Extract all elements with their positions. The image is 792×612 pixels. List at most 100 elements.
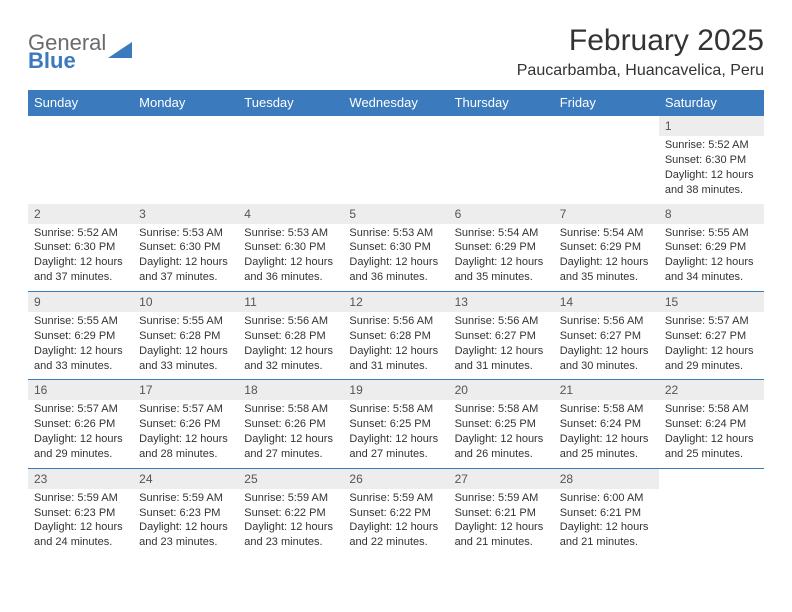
day-cell: 11Sunrise: 5:56 AMSunset: 6:28 PMDayligh…: [238, 292, 343, 380]
week-row: 16Sunrise: 5:57 AMSunset: 6:26 PMDayligh…: [28, 380, 764, 468]
day-number: 8: [659, 204, 764, 224]
sunrise-line: Sunrise: 5:57 AM: [34, 402, 127, 417]
day-cell: 4Sunrise: 5:53 AMSunset: 6:30 PMDaylight…: [238, 204, 343, 292]
title-block: February 2025 Paucarbamba, Huancavelica,…: [517, 24, 764, 80]
day-details: Sunrise: 5:55 AMSunset: 6:29 PMDaylight:…: [659, 224, 764, 291]
daylight-line: Daylight: 12 hours and 23 minutes.: [244, 520, 337, 550]
sunset-line: Sunset: 6:21 PM: [455, 506, 548, 521]
daylight-line: Daylight: 12 hours and 22 minutes.: [349, 520, 442, 550]
week-row: 23Sunrise: 5:59 AMSunset: 6:23 PMDayligh…: [28, 468, 764, 556]
day-cell: 26Sunrise: 5:59 AMSunset: 6:22 PMDayligh…: [343, 468, 448, 556]
sunset-line: Sunset: 6:24 PM: [665, 417, 758, 432]
week-row: 9Sunrise: 5:55 AMSunset: 6:29 PMDaylight…: [28, 292, 764, 380]
day-details: Sunrise: 5:59 AMSunset: 6:23 PMDaylight:…: [28, 489, 133, 556]
header: General Blue February 2025 Paucarbamba, …: [28, 24, 764, 80]
weekday-header: Thursday: [449, 90, 554, 116]
sunrise-line: Sunrise: 5:55 AM: [139, 314, 232, 329]
sunset-line: Sunset: 6:25 PM: [349, 417, 442, 432]
daylight-line: Daylight: 12 hours and 24 minutes.: [34, 520, 127, 550]
sunrise-line: Sunrise: 5:59 AM: [139, 491, 232, 506]
day-number: 22: [659, 380, 764, 400]
day-cell: 2Sunrise: 5:52 AMSunset: 6:30 PMDaylight…: [28, 204, 133, 292]
daylight-line: Daylight: 12 hours and 21 minutes.: [560, 520, 653, 550]
calendar-table: Sunday Monday Tuesday Wednesday Thursday…: [28, 90, 764, 556]
day-cell: 12Sunrise: 5:56 AMSunset: 6:28 PMDayligh…: [343, 292, 448, 380]
daylight-line: Daylight: 12 hours and 21 minutes.: [455, 520, 548, 550]
day-number: 1: [659, 116, 764, 136]
sunset-line: Sunset: 6:22 PM: [349, 506, 442, 521]
sunset-line: Sunset: 6:27 PM: [455, 329, 548, 344]
sunrise-line: Sunrise: 5:56 AM: [244, 314, 337, 329]
sunset-line: Sunset: 6:28 PM: [139, 329, 232, 344]
day-cell: 5Sunrise: 5:53 AMSunset: 6:30 PMDaylight…: [343, 204, 448, 292]
sunrise-line: Sunrise: 5:57 AM: [139, 402, 232, 417]
sunrise-line: Sunrise: 5:56 AM: [560, 314, 653, 329]
logo: General Blue: [28, 24, 134, 72]
sunrise-line: Sunrise: 5:53 AM: [139, 226, 232, 241]
day-cell: [554, 116, 659, 204]
sunrise-line: Sunrise: 5:58 AM: [349, 402, 442, 417]
sunset-line: Sunset: 6:23 PM: [139, 506, 232, 521]
day-details: Sunrise: 5:56 AMSunset: 6:28 PMDaylight:…: [238, 312, 343, 379]
sunset-line: Sunset: 6:29 PM: [665, 240, 758, 255]
day-number: 15: [659, 292, 764, 312]
day-details: Sunrise: 5:57 AMSunset: 6:26 PMDaylight:…: [133, 400, 238, 467]
weekday-header: Sunday: [28, 90, 133, 116]
sunrise-line: Sunrise: 5:53 AM: [244, 226, 337, 241]
day-cell: [238, 116, 343, 204]
sunrise-line: Sunrise: 5:59 AM: [244, 491, 337, 506]
sunrise-line: Sunrise: 5:52 AM: [665, 138, 758, 153]
sunrise-line: Sunrise: 5:58 AM: [665, 402, 758, 417]
daylight-line: Daylight: 12 hours and 25 minutes.: [560, 432, 653, 462]
daylight-line: Daylight: 12 hours and 37 minutes.: [34, 255, 127, 285]
day-number: 26: [343, 469, 448, 489]
logo-text-block: General Blue: [28, 32, 106, 72]
sunrise-line: Sunrise: 6:00 AM: [560, 491, 653, 506]
sunset-line: Sunset: 6:26 PM: [139, 417, 232, 432]
day-cell: [133, 116, 238, 204]
sunset-line: Sunset: 6:22 PM: [244, 506, 337, 521]
day-cell: 25 Sunrise: 5:59 AMSunset: 6:22 PMDayligh…: [238, 468, 343, 556]
daylight-line: Daylight: 12 hours and 37 minutes.: [139, 255, 232, 285]
day-details: Sunrise: 5:59 AMSunset: 6:22 PMDaylight:…: [343, 489, 448, 556]
logo-triangle-icon: [108, 40, 134, 65]
day-details: Sunrise: 5:54 AMSunset: 6:29 PMDaylight:…: [449, 224, 554, 291]
calendar-page: General Blue February 2025 Paucarbamba, …: [0, 0, 792, 580]
sunset-line: Sunset: 6:29 PM: [560, 240, 653, 255]
daylight-line: Daylight: 12 hours and 27 minutes.: [244, 432, 337, 462]
sunset-line: Sunset: 6:23 PM: [34, 506, 127, 521]
weekday-header: Friday: [554, 90, 659, 116]
day-details: Sunrise: 5:56 AMSunset: 6:27 PMDaylight:…: [449, 312, 554, 379]
day-number: 23: [28, 469, 133, 489]
day-number: 2: [28, 204, 133, 224]
sunset-line: Sunset: 6:29 PM: [34, 329, 127, 344]
day-number: 3: [133, 204, 238, 224]
day-number: 12: [343, 292, 448, 312]
day-details: Sunrise: 5:53 AMSunset: 6:30 PMDaylight:…: [238, 224, 343, 291]
daylight-line: Daylight: 12 hours and 34 minutes.: [665, 255, 758, 285]
day-number: 25: [238, 469, 343, 489]
day-number: 27: [449, 469, 554, 489]
day-number: 19: [343, 380, 448, 400]
daylight-line: Daylight: 12 hours and 30 minutes.: [560, 344, 653, 374]
day-details: Sunrise: 5:55 AMSunset: 6:29 PMDaylight:…: [28, 312, 133, 379]
day-cell: 9Sunrise: 5:55 AMSunset: 6:29 PMDaylight…: [28, 292, 133, 380]
day-number: 17: [133, 380, 238, 400]
weekday-header: Saturday: [659, 90, 764, 116]
sunrise-line: Sunrise: 5:53 AM: [349, 226, 442, 241]
daylight-line: Daylight: 12 hours and 26 minutes.: [455, 432, 548, 462]
sunset-line: Sunset: 6:30 PM: [349, 240, 442, 255]
day-number: 14: [554, 292, 659, 312]
day-cell: 1Sunrise: 5:52 AMSunset: 6:30 PMDaylight…: [659, 116, 764, 204]
sunrise-line: Sunrise: 5:58 AM: [244, 402, 337, 417]
sunrise-line: Sunrise: 5:59 AM: [455, 491, 548, 506]
day-cell: 24Sunrise: 5:59 AMSunset: 6:23 PMDayligh…: [133, 468, 238, 556]
day-details: Sunrise: 5:58 AMSunset: 6:25 PMDaylight:…: [449, 400, 554, 467]
day-details: Sunrise: 5:58 AMSunset: 6:24 PMDaylight:…: [659, 400, 764, 467]
sunrise-line: Sunrise: 5:58 AM: [560, 402, 653, 417]
day-number: 24: [133, 469, 238, 489]
sunset-line: Sunset: 6:30 PM: [665, 153, 758, 168]
day-cell: 18Sunrise: 5:58 AMSunset: 6:26 PMDayligh…: [238, 380, 343, 468]
day-details: Sunrise: 5:59 AMSunset: 6:21 PMDaylight:…: [449, 489, 554, 556]
day-cell: 20Sunrise: 5:58 AMSunset: 6:25 PMDayligh…: [449, 380, 554, 468]
